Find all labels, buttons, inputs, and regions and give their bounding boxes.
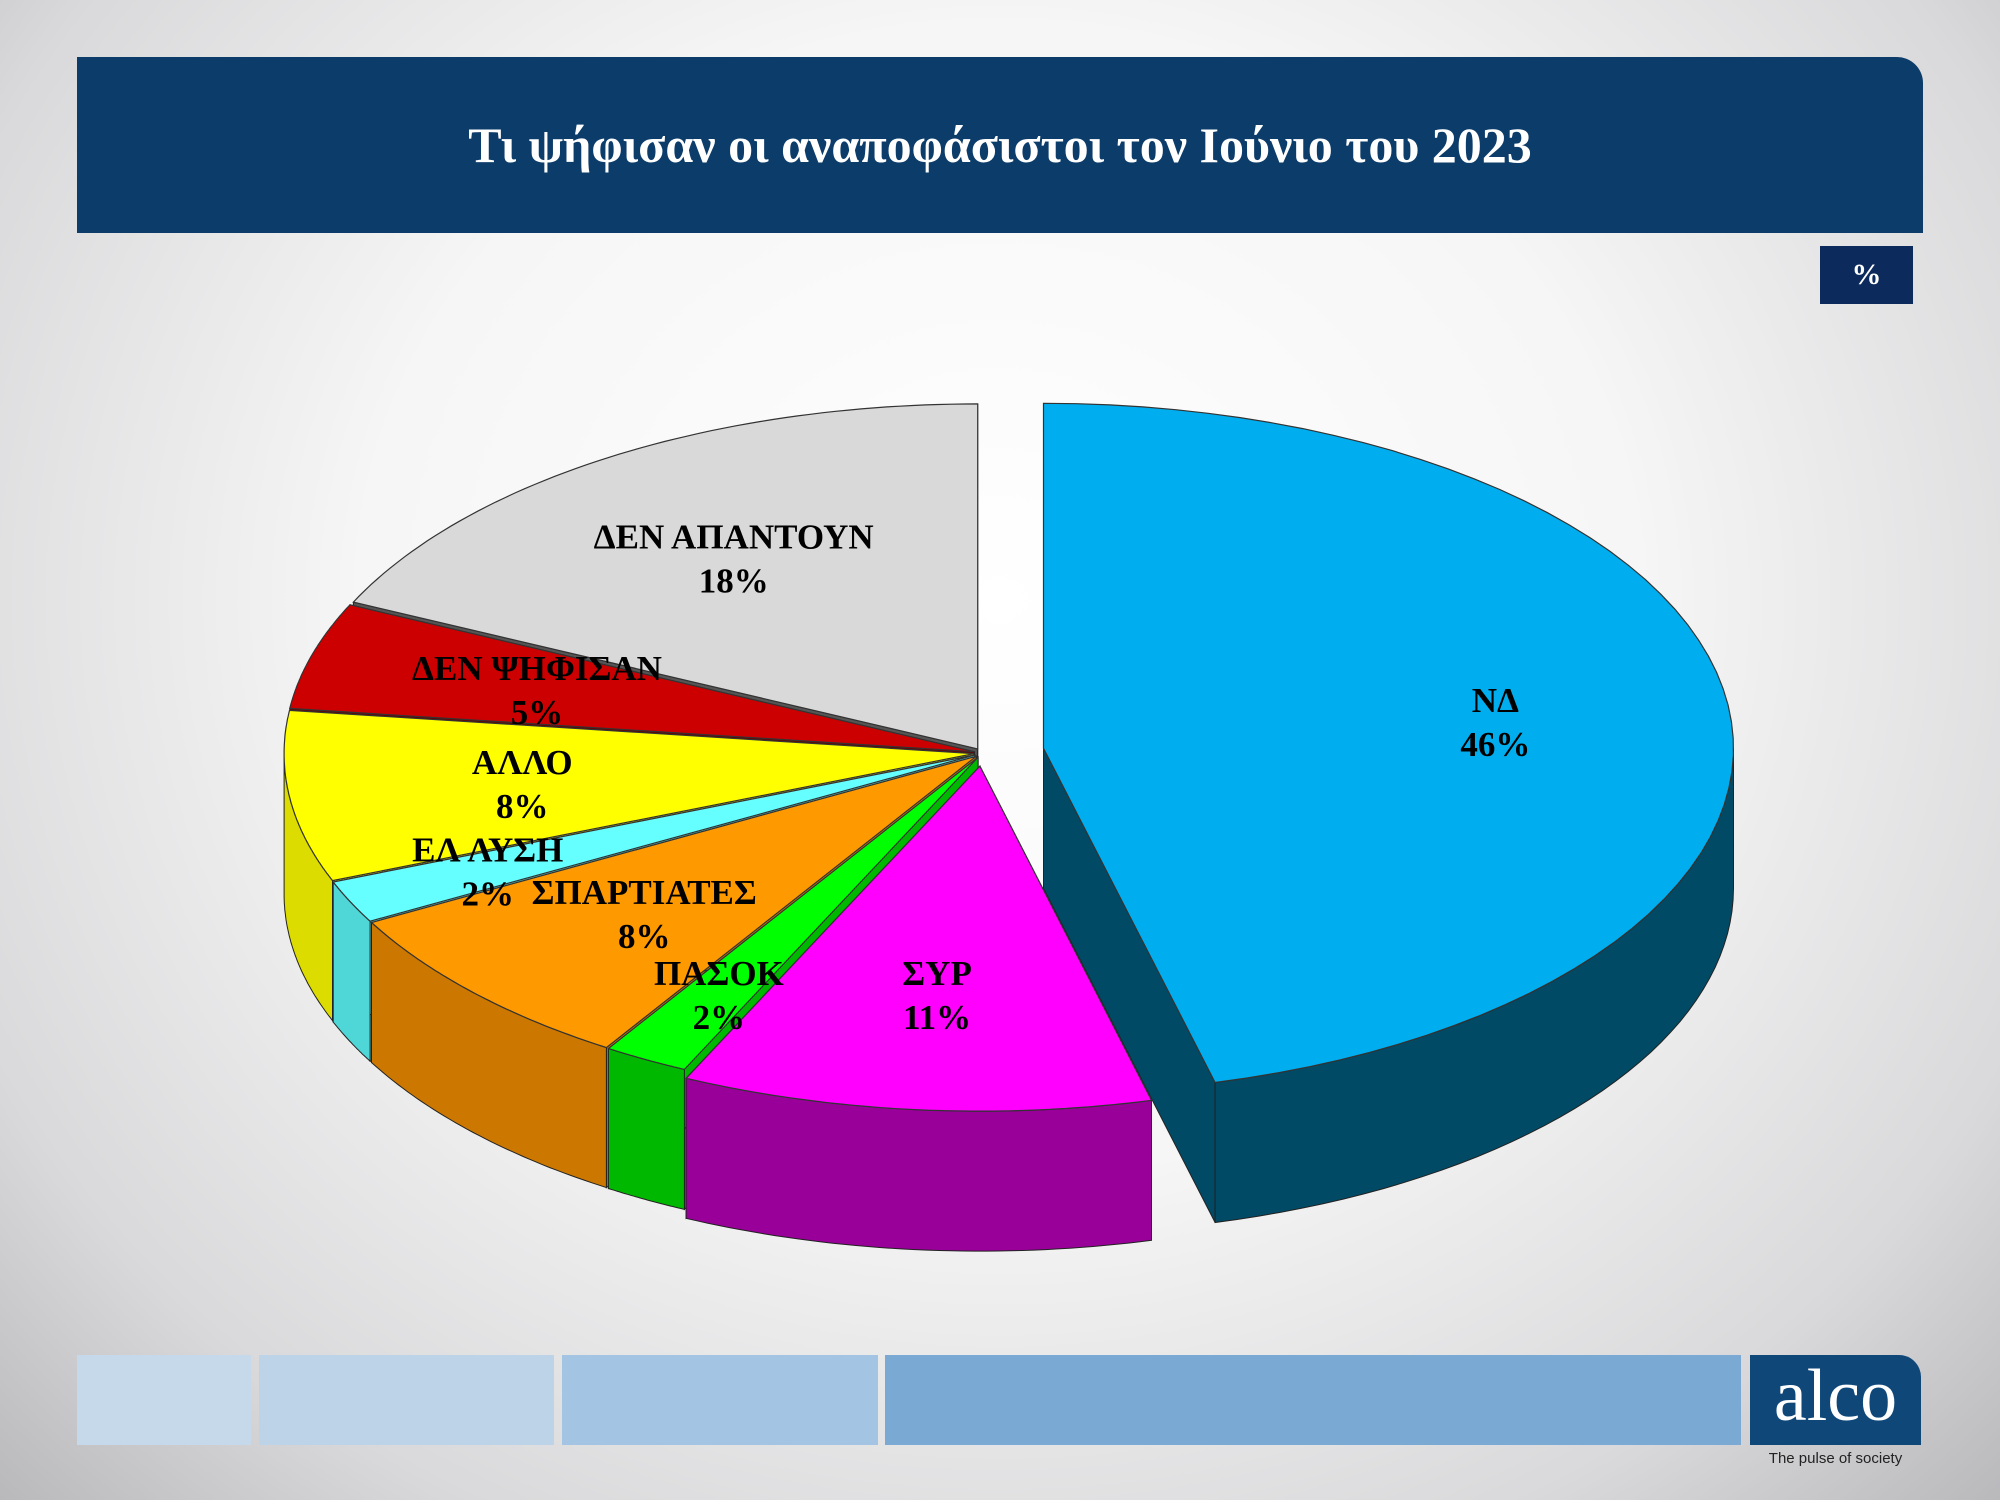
title-banner: Τι ψήφισαν οι αναποφάσιστοι τον Ιούνιο τ… [77, 57, 1923, 233]
logo-tagline: The pulse of society [1768, 1450, 1903, 1467]
slice-4-top [370, 755, 977, 1049]
footer-bar-1 [77, 1355, 251, 1445]
slice-8-top [352, 403, 979, 750]
slice-value-label: 5% [511, 693, 564, 732]
chart-title: Τι ψήφισαν οι αναποφάσιστοι τον Ιούνιο τ… [468, 117, 1532, 173]
slice-value-label: 8% [496, 787, 549, 826]
slice-value-label: 18% [699, 562, 769, 601]
slice-value-label: 2% [693, 998, 746, 1037]
slice-value-label: 2% [462, 875, 515, 914]
slice-label: ΣΠΑΡΤΙΑΤΕΣ [532, 873, 757, 912]
unit-badge: % [1820, 246, 1913, 304]
footer-bar-4 [885, 1355, 1741, 1445]
slice-6-top [283, 709, 975, 882]
slice-1-top [1042, 402, 1735, 1084]
slice-label: ΕΛ ΛΥΣΗ [412, 831, 563, 870]
slice-label: ΣΥΡ [902, 954, 972, 993]
slice-7-top [289, 604, 975, 753]
slice-label: ΠΑΣΟΚ [654, 954, 784, 993]
slice-label: ΑΛΛΟ [472, 743, 573, 782]
slice-label: ΔΕΝ ΨΗΦΙΣΑΝ [412, 649, 662, 688]
slice-2-top [684, 765, 1153, 1112]
slice-3-top [607, 756, 979, 1071]
slice-5-top [332, 754, 975, 922]
slice-value-label: 46% [1460, 725, 1530, 764]
alco-logo: alco [1750, 1355, 1921, 1445]
slice-value-label: 11% [903, 998, 971, 1037]
slice-label: ΔΕΝ ΑΠΑΝΤΟΥΝ [594, 518, 874, 557]
footer-bar-3 [562, 1355, 878, 1445]
slice-label: ΝΔ [1472, 681, 1519, 720]
footer-bar-2 [259, 1355, 554, 1445]
slice-value-label: 8% [618, 917, 671, 956]
slice-3-side [607, 1047, 685, 1211]
